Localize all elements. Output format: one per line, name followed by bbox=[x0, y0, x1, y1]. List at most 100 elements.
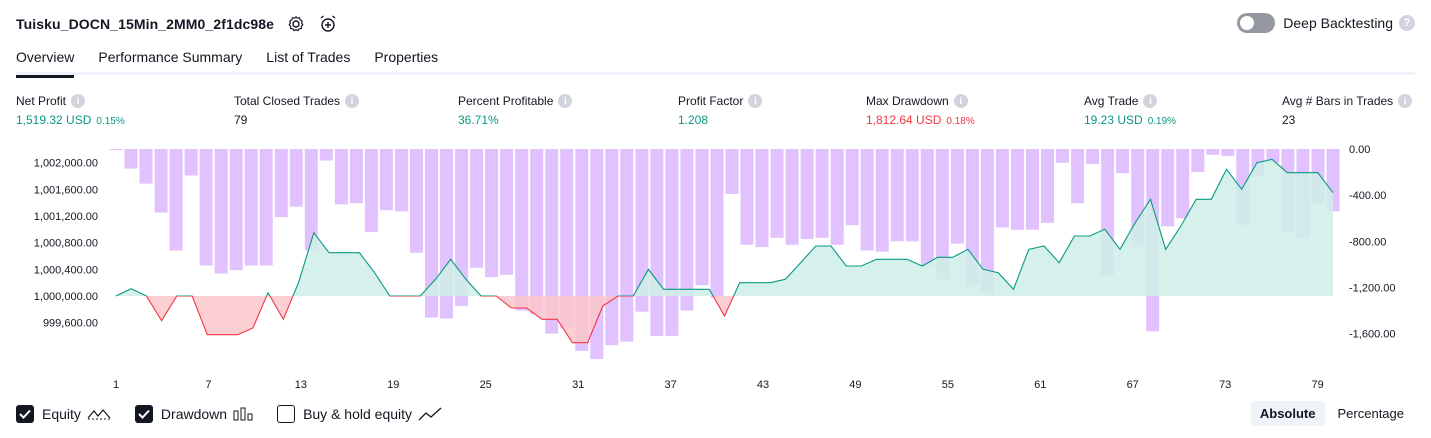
y2-tick-label: -1,600.00 bbox=[1349, 329, 1395, 341]
metric-percent-profitable: Percent Profitable i 36.71% bbox=[458, 94, 573, 127]
metric-value: 36.71% bbox=[458, 113, 499, 127]
drawdown-bar bbox=[635, 149, 649, 312]
x-tick-label: 73 bbox=[1219, 379, 1231, 391]
equity-checkbox[interactable] bbox=[16, 405, 34, 423]
x-tick-label: 79 bbox=[1311, 379, 1323, 391]
legend-label: Buy & hold equity bbox=[303, 406, 413, 422]
deep-backtesting: Deep Backtesting ? bbox=[1237, 13, 1415, 33]
mode-percentage[interactable]: Percentage bbox=[1337, 406, 1405, 421]
metric-label: Avg # Bars in Trades bbox=[1282, 94, 1394, 108]
drawdown-checkbox[interactable] bbox=[134, 405, 153, 423]
drawdown-bar bbox=[1191, 149, 1205, 173]
drawdown-bar bbox=[334, 149, 348, 205]
drawdown-bar bbox=[950, 149, 964, 244]
drawdown-bar bbox=[755, 149, 769, 248]
drawdown-bar bbox=[214, 149, 228, 274]
drawdown-bar bbox=[395, 149, 408, 212]
chart-axes: 1,002,000.00 1,001,600.00 1,001,200.00 1,00… bbox=[34, 144, 1396, 391]
metric-net-profit: Net Profit i 1,519.32 USD 0.15% bbox=[16, 94, 125, 127]
drawdown-bars-icon bbox=[233, 407, 253, 421]
tab-properties[interactable]: Properties bbox=[374, 49, 439, 65]
metric-avg-bars-in-trades: Avg # Bars in Trades i 23 bbox=[1282, 94, 1413, 127]
tab-overview[interactable]: Overview bbox=[16, 44, 75, 78]
metric-label: Profit Factor bbox=[678, 94, 744, 108]
drawdown-bar bbox=[860, 149, 874, 251]
drawdown-bar bbox=[935, 149, 949, 280]
buy-hold-line-icon bbox=[418, 407, 442, 421]
value-mode-switch: Absolute Percentage bbox=[1247, 401, 1413, 426]
drawdown-bar bbox=[229, 149, 243, 271]
buy-hold-checkbox[interactable] bbox=[277, 405, 296, 423]
info-icon[interactable]: i bbox=[748, 94, 763, 108]
info-icon[interactable]: i bbox=[71, 94, 86, 108]
drawdown-bar bbox=[830, 149, 844, 245]
drawdown-bar bbox=[560, 149, 574, 328]
metric-label: Avg Trade bbox=[1084, 94, 1139, 108]
legend-equity[interactable]: Equity bbox=[16, 405, 111, 423]
drawdown-bar bbox=[184, 149, 198, 176]
drawdown-bar bbox=[425, 149, 438, 318]
y-tick-label: 1,000,800.00 bbox=[34, 238, 98, 250]
drawdown-bar bbox=[470, 149, 484, 268]
info-icon[interactable]: i bbox=[558, 94, 573, 108]
equity-positive-area bbox=[116, 159, 1333, 296]
alarm-plus-icon[interactable] bbox=[318, 14, 338, 34]
metric-avg-trade: Avg Trade i 19.23 USD 0.19% bbox=[1084, 94, 1176, 127]
drawdown-bar bbox=[845, 149, 859, 226]
info-icon[interactable]: i bbox=[1398, 94, 1413, 108]
drawdown-bar bbox=[289, 149, 303, 207]
drawdown-bar bbox=[139, 149, 153, 184]
deep-backtesting-toggle[interactable] bbox=[1237, 13, 1276, 33]
drawdown-bar bbox=[199, 149, 213, 266]
drawdown-bar bbox=[1071, 149, 1085, 204]
report-tabs: Overview Performance Summary List of Tra… bbox=[16, 44, 1415, 78]
drawdown-bar bbox=[1026, 149, 1039, 230]
drawdown-bar bbox=[1056, 149, 1069, 163]
mode-absolute[interactable]: Absolute bbox=[1250, 401, 1325, 426]
drawdown-bar bbox=[364, 149, 378, 233]
drawdown-bar bbox=[800, 149, 814, 239]
tab-list-of-trades[interactable]: List of Trades bbox=[266, 49, 351, 65]
legend-buy-hold[interactable]: Buy & hold equity bbox=[277, 405, 442, 423]
info-icon[interactable]: i bbox=[345, 94, 360, 108]
legend-label: Equity bbox=[42, 406, 81, 422]
gear-icon[interactable] bbox=[286, 14, 306, 34]
metric-value: 23 bbox=[1282, 113, 1296, 127]
drawdown-bar bbox=[349, 149, 363, 204]
y-tick-label: 1,002,000.00 bbox=[34, 158, 98, 170]
equity-drawdown-chart: 1,002,000.00 1,001,600.00 1,001,200.00 1,00… bbox=[34, 144, 1396, 391]
drawdown-bar bbox=[695, 149, 709, 286]
metric-percent: 0.18% bbox=[946, 116, 975, 127]
legend-label: Drawdown bbox=[160, 406, 228, 422]
metric-label: Percent Profitable bbox=[458, 94, 554, 108]
metric-percent: 0.15% bbox=[96, 116, 125, 127]
metric-value: 79 bbox=[234, 113, 248, 127]
drawdown-bar bbox=[500, 149, 514, 275]
legend-drawdown[interactable]: Drawdown bbox=[134, 405, 253, 423]
drawdown-bar bbox=[1206, 149, 1220, 155]
drawdown-bar bbox=[905, 149, 919, 242]
drawdown-bar bbox=[1176, 149, 1190, 219]
drawdown-bar bbox=[1041, 149, 1054, 223]
info-icon[interactable]: i bbox=[953, 94, 968, 108]
y2-tick-label: -1,200.00 bbox=[1349, 283, 1395, 295]
drawdown-bar bbox=[515, 149, 529, 311]
x-tick-label: 43 bbox=[757, 379, 769, 391]
info-icon[interactable]: i bbox=[1143, 94, 1158, 108]
y-tick-label: 1,001,600.00 bbox=[34, 184, 98, 196]
drawdown-bar bbox=[815, 149, 829, 238]
tab-performance-summary[interactable]: Performance Summary bbox=[98, 49, 243, 65]
metric-profit-factor: Profit Factor i 1.208 bbox=[678, 94, 763, 127]
metric-percent: 0.19% bbox=[1147, 116, 1177, 127]
drawdown-bar bbox=[650, 149, 664, 336]
drawdown-bar bbox=[740, 149, 754, 245]
drawdown-bar bbox=[1221, 149, 1235, 156]
equity-negative-area bbox=[116, 296, 1333, 343]
x-tick-label: 1 bbox=[113, 379, 119, 391]
strategy-header: Tuisku_DOCN_15Min_2MM0_2f1dc98e Deep Bac… bbox=[16, 10, 1415, 38]
drawdown-bar bbox=[875, 149, 889, 252]
help-icon[interactable]: ? bbox=[1399, 15, 1415, 31]
drawdown-bar bbox=[890, 149, 904, 242]
drawdown-bar bbox=[244, 149, 258, 266]
drawdown-bar bbox=[1161, 149, 1175, 227]
